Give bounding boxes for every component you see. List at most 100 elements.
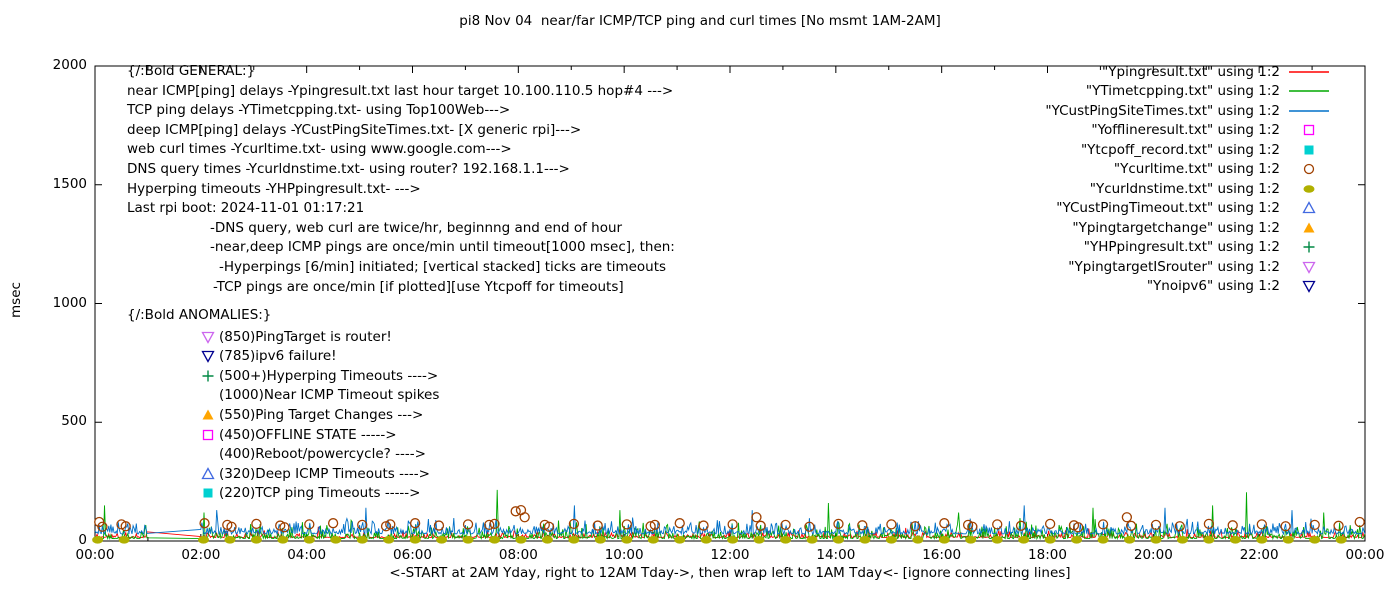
x-tick-label: 08:00 <box>498 547 538 563</box>
filled-circle-icon <box>1286 181 1332 197</box>
legend-label: "YCustPingTimeout.txt" using 1:2 <box>1056 200 1280 217</box>
y-axis-label: msec <box>8 282 24 318</box>
anomaly-text: (1000)Near ICMP Timeout spikes <box>219 387 440 404</box>
legend-label: "YCustPingSiteTimes.txt" using 1:2 <box>1045 102 1280 119</box>
anomalies-list: (850)PingTarget is router! (785)ipv6 fail… <box>199 327 439 503</box>
anomaly-item: (550)Ping Target Changes ---> <box>199 405 439 425</box>
x-tick-label: 04:00 <box>287 547 327 563</box>
annotation-line: Hyperping timeouts -YHPpingresult.txt- -… <box>127 180 421 197</box>
x-tick-label: 12:00 <box>710 547 750 563</box>
filled-triangle-up-icon <box>199 407 219 423</box>
legend-entry: "YCustPingSiteTimes.txt" using 1:2 <box>1045 101 1332 121</box>
legend-entry: "YCustPingTimeout.txt" using 1:2 <box>1056 199 1332 219</box>
plus-icon <box>1286 239 1332 255</box>
legend-entry: "Ycurltime.txt" using 1:2 <box>1114 160 1332 180</box>
x-tick-label: 06:00 <box>393 547 432 563</box>
open-triangle-up-icon <box>199 466 219 482</box>
annotation-line: -near,deep ICMP pings are once/min until… <box>210 239 675 256</box>
anomaly-text: (400)Reboot/powercycle? ----> <box>219 446 426 463</box>
annotation-line: DNS query times -Ycurldnstime.txt- using… <box>127 160 570 177</box>
anomaly-item: (400)Reboot/powercycle? ----> <box>199 444 439 464</box>
anomalies-header: {/:Bold ANOMALIES:} <box>127 307 272 323</box>
annotation-line: -TCP pings are once/min [if plotted][use… <box>213 278 624 295</box>
x-tick-label: 20:00 <box>1133 547 1173 563</box>
general-annotations: {/:Bold GENERAL:} near ICMP[ping] delays … <box>127 62 675 297</box>
anomaly-text: (550)Ping Target Changes ---> <box>219 406 424 423</box>
legend-label: "Yofflineresult.txt" using 1:2 <box>1091 122 1280 139</box>
legend-entry: "YpingtargetISrouter" using 1:2 <box>1068 257 1332 277</box>
filled-square-icon <box>199 485 219 501</box>
open-square-icon <box>199 427 219 443</box>
anomaly-text: (850)PingTarget is router! <box>219 328 392 345</box>
x-tick-label: 00:00 <box>1345 547 1385 563</box>
anomaly-text: (450)OFFLINE STATE -----> <box>219 426 397 443</box>
x-tick-label: 22:00 <box>1239 547 1279 563</box>
legend-label: "YTimetcpping.txt" using 1:2 <box>1085 83 1280 100</box>
legend-label: "Ycurltime.txt" using 1:2 <box>1113 161 1280 178</box>
anomaly-item: (500+)Hyperping Timeouts ----> <box>199 366 439 386</box>
annotation-line: deep ICMP[ping] delays -YCustPingSiteTim… <box>127 121 582 138</box>
legend-label: "Ynoipv6" using 1:2 <box>1146 278 1280 295</box>
legend-entry: "Ycurldnstime.txt" using 1:2 <box>1090 179 1332 199</box>
plus-icon <box>199 368 219 384</box>
anomaly-item: (320)Deep ICMP Timeouts ----> <box>199 464 439 484</box>
y-tick-label: 500 <box>61 413 87 430</box>
annotation-line: -Hyperpings [6/min] initiated; [vertical… <box>219 258 667 275</box>
no-marker <box>199 446 219 462</box>
open-triangle-up-icon <box>1286 200 1332 216</box>
anomaly-item: (450)OFFLINE STATE -----> <box>199 425 439 445</box>
open-square-icon <box>1286 122 1332 138</box>
filled-square-icon <box>1286 142 1332 158</box>
x-tick-label: 02:00 <box>181 547 221 563</box>
legend: "Ypingresult.txt" using 1:2 "YTimetcpping… <box>1045 62 1332 296</box>
anomaly-text: (320)Deep ICMP Timeouts ----> <box>219 465 430 482</box>
legend-label: "YpingtargetISrouter" using 1:2 <box>1068 258 1280 275</box>
chart-title: pi8 Nov 04 near/far ICMP/TCP ping and cu… <box>459 13 941 29</box>
anomaly-text: (785)ipv6 failure! <box>219 348 337 365</box>
y-tick-label: 1500 <box>52 175 87 192</box>
legend-label: "Ycurldnstime.txt" using 1:2 <box>1089 180 1280 197</box>
anomaly-text: (500+)Hyperping Timeouts ----> <box>219 367 439 384</box>
y-tick-label: 0 <box>78 532 87 548</box>
annotation-line: Last rpi boot: 2024-11-01 01:17:21 <box>127 200 365 217</box>
legend-label: "Ypingtargetchange" using 1:2 <box>1072 219 1280 236</box>
line-icon <box>1286 64 1332 80</box>
legend-label: "Ytcpoff_record.txt" using 1:2 <box>1080 141 1280 158</box>
x-axis-label: <-START at 2AM Yday, right to 12AM Tday-… <box>389 565 1071 581</box>
legend-entry: "Ytcpoff_record.txt" using 1:2 <box>1081 140 1332 160</box>
open-triangle-down-icon <box>1286 259 1332 275</box>
x-tick-label: 10:00 <box>604 547 644 563</box>
annotation-line: near ICMP[ping] delays -Ypingresult.txt … <box>127 82 674 99</box>
legend-label: "Ypingresult.txt" using 1:2 <box>1102 63 1280 80</box>
open-circle-icon <box>1286 161 1332 177</box>
annotation-line: TCP ping delays -YTimetcpping.txt- using… <box>127 102 511 119</box>
legend-entry: "YTimetcpping.txt" using 1:2 <box>1086 82 1332 102</box>
legend-label: "YHPpingresult.txt" using 1:2 <box>1083 239 1280 256</box>
anomaly-text: (220)TCP ping Timeouts -----> <box>219 485 421 502</box>
annotation-line: -DNS query, web curl are twice/hr, begin… <box>210 219 623 236</box>
x-tick-label: 00:00 <box>75 547 115 563</box>
legend-entry: "Ypingtargetchange" using 1:2 <box>1072 218 1332 238</box>
open-triangle-down-icon <box>1286 278 1332 294</box>
legend-entry: "YHPpingresult.txt" using 1:2 <box>1084 238 1332 258</box>
x-tick-label: 18:00 <box>1028 547 1067 563</box>
open-triangle-down-icon <box>199 348 219 364</box>
line-icon <box>1286 103 1332 119</box>
line-icon <box>1286 83 1332 99</box>
anomaly-item: (785)ipv6 failure! <box>199 347 439 367</box>
anomaly-item: (850)PingTarget is router! <box>199 327 439 347</box>
no-marker <box>199 387 219 403</box>
filled-triangle-up-icon <box>1286 220 1332 236</box>
open-triangle-down-icon <box>199 329 219 345</box>
annotation-line: {/:Bold GENERAL:} <box>127 63 256 79</box>
legend-entry: "Yofflineresult.txt" using 1:2 <box>1091 121 1332 141</box>
annotation-line: web curl times -Ycurltime.txt- using www… <box>127 141 512 158</box>
x-tick-label: 14:00 <box>816 547 856 563</box>
y-tick-label: 2000 <box>52 57 87 73</box>
legend-entry: "Ypingresult.txt" using 1:2 <box>1102 62 1332 82</box>
y-tick-label: 1000 <box>52 294 87 311</box>
legend-entry: "Ynoipv6" using 1:2 <box>1147 277 1332 297</box>
anomaly-item: (1000)Near ICMP Timeout spikes <box>199 386 439 406</box>
